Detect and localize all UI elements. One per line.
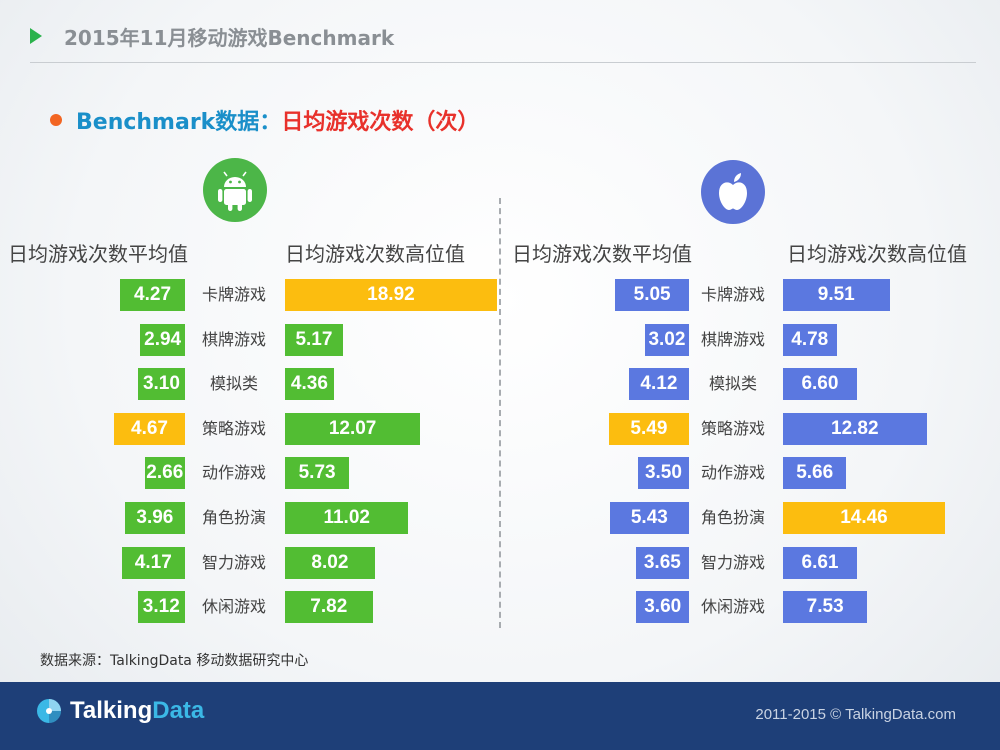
- bar-high: 18.92: [285, 279, 497, 311]
- bar-high: 12.82: [783, 412, 927, 445]
- logo-word-talking: Talking: [70, 697, 153, 724]
- talkingdata-logo-icon: [37, 699, 61, 723]
- bar-high: 12.07: [285, 412, 421, 445]
- category-label: 智力游戏: [201, 552, 266, 572]
- header-divider: [30, 62, 976, 63]
- bar-high: 6.61: [783, 546, 858, 579]
- category-label: 策略游戏: [700, 418, 765, 438]
- bar-high: 5.73: [285, 457, 350, 490]
- series-name-average: 日均游戏次数平均值: [512, 242, 692, 266]
- subtitle-metric: 日均游戏次数（次）: [281, 110, 480, 135]
- category-label: 角色扮演: [201, 508, 266, 527]
- bar-average: 4.67: [114, 412, 185, 445]
- bar-average: 3.02: [644, 323, 689, 356]
- bar-high: 14.46: [783, 502, 945, 534]
- copyright-text: 2011-2015 © TalkingData.com: [755, 706, 956, 723]
- logo-word-data: Data: [152, 697, 205, 724]
- bar-high: 5.17: [285, 323, 343, 356]
- category-label: 棋牌游戏: [201, 329, 266, 349]
- category-label: 模拟类: [708, 374, 757, 394]
- bar-high: 4.78: [783, 323, 837, 356]
- category-label: 休闲游戏: [201, 597, 266, 617]
- category-label: 卡牌游戏: [700, 285, 765, 304]
- bar-high: 6.60: [783, 368, 857, 401]
- bar-high: 9.51: [783, 279, 890, 311]
- bar-average: 5.43: [609, 502, 689, 534]
- bar-high: 7.82: [285, 591, 373, 624]
- bullet-dot-icon: [50, 114, 62, 126]
- bar-high: 5.66: [783, 457, 847, 490]
- chart-subtitle: Benchmark数据：日均游戏次数（次）: [50, 104, 479, 136]
- bar-average: 5.49: [608, 412, 689, 445]
- header-arrow-icon: [30, 28, 42, 44]
- bar-high: 8.02: [285, 546, 375, 579]
- series-name-average: 日均游戏次数平均值: [8, 242, 188, 266]
- bar-average: 2.94: [140, 323, 185, 356]
- bar-high: 11.02: [285, 502, 409, 534]
- bar-average: 3.50: [637, 457, 689, 490]
- subtitle-prefix: Benchmark数据：: [76, 110, 282, 135]
- page-title: 2015年11月移动游戏Benchmark: [64, 26, 395, 50]
- bar-high: 7.53: [783, 591, 868, 624]
- category-label: 动作游戏: [700, 463, 765, 483]
- category-label: 策略游戏: [201, 418, 266, 438]
- series-name-high: 日均游戏次数高位值: [787, 242, 967, 266]
- category-label: 休闲游戏: [700, 597, 765, 617]
- bar-average: 3.65: [635, 546, 689, 579]
- bar-high: 4.36: [285, 368, 334, 401]
- footer-band: [0, 682, 1000, 750]
- bar-average: 4.27: [120, 279, 185, 311]
- bar-average: 3.96: [124, 502, 185, 534]
- bar-average: 5.05: [615, 279, 689, 311]
- category-label: 模拟类: [209, 374, 258, 394]
- bar-average: 3.12: [137, 591, 185, 624]
- platform-divider: [499, 198, 501, 628]
- talkingdata-logo: TalkingData: [36, 697, 204, 725]
- category-label: 动作游戏: [201, 463, 266, 483]
- android-icon: [203, 158, 267, 222]
- category-label: 卡牌游戏: [201, 285, 266, 304]
- bar-average: 4.12: [628, 368, 689, 401]
- category-label: 棋牌游戏: [700, 329, 765, 349]
- category-label: 智力游戏: [700, 552, 765, 572]
- bar-average: 3.10: [137, 368, 185, 401]
- data-source-note: 数据来源：TalkingData 移动数据研究中心: [40, 653, 309, 669]
- bar-average: 2.66: [144, 457, 185, 490]
- category-label: 角色扮演: [700, 508, 765, 527]
- series-name-high: 日均游戏次数高位值: [285, 242, 465, 266]
- bar-average: 4.17: [121, 546, 185, 579]
- apple-icon: [701, 160, 765, 224]
- bar-average: 3.60: [636, 591, 689, 624]
- logo-wordmark: TalkingData: [70, 697, 204, 725]
